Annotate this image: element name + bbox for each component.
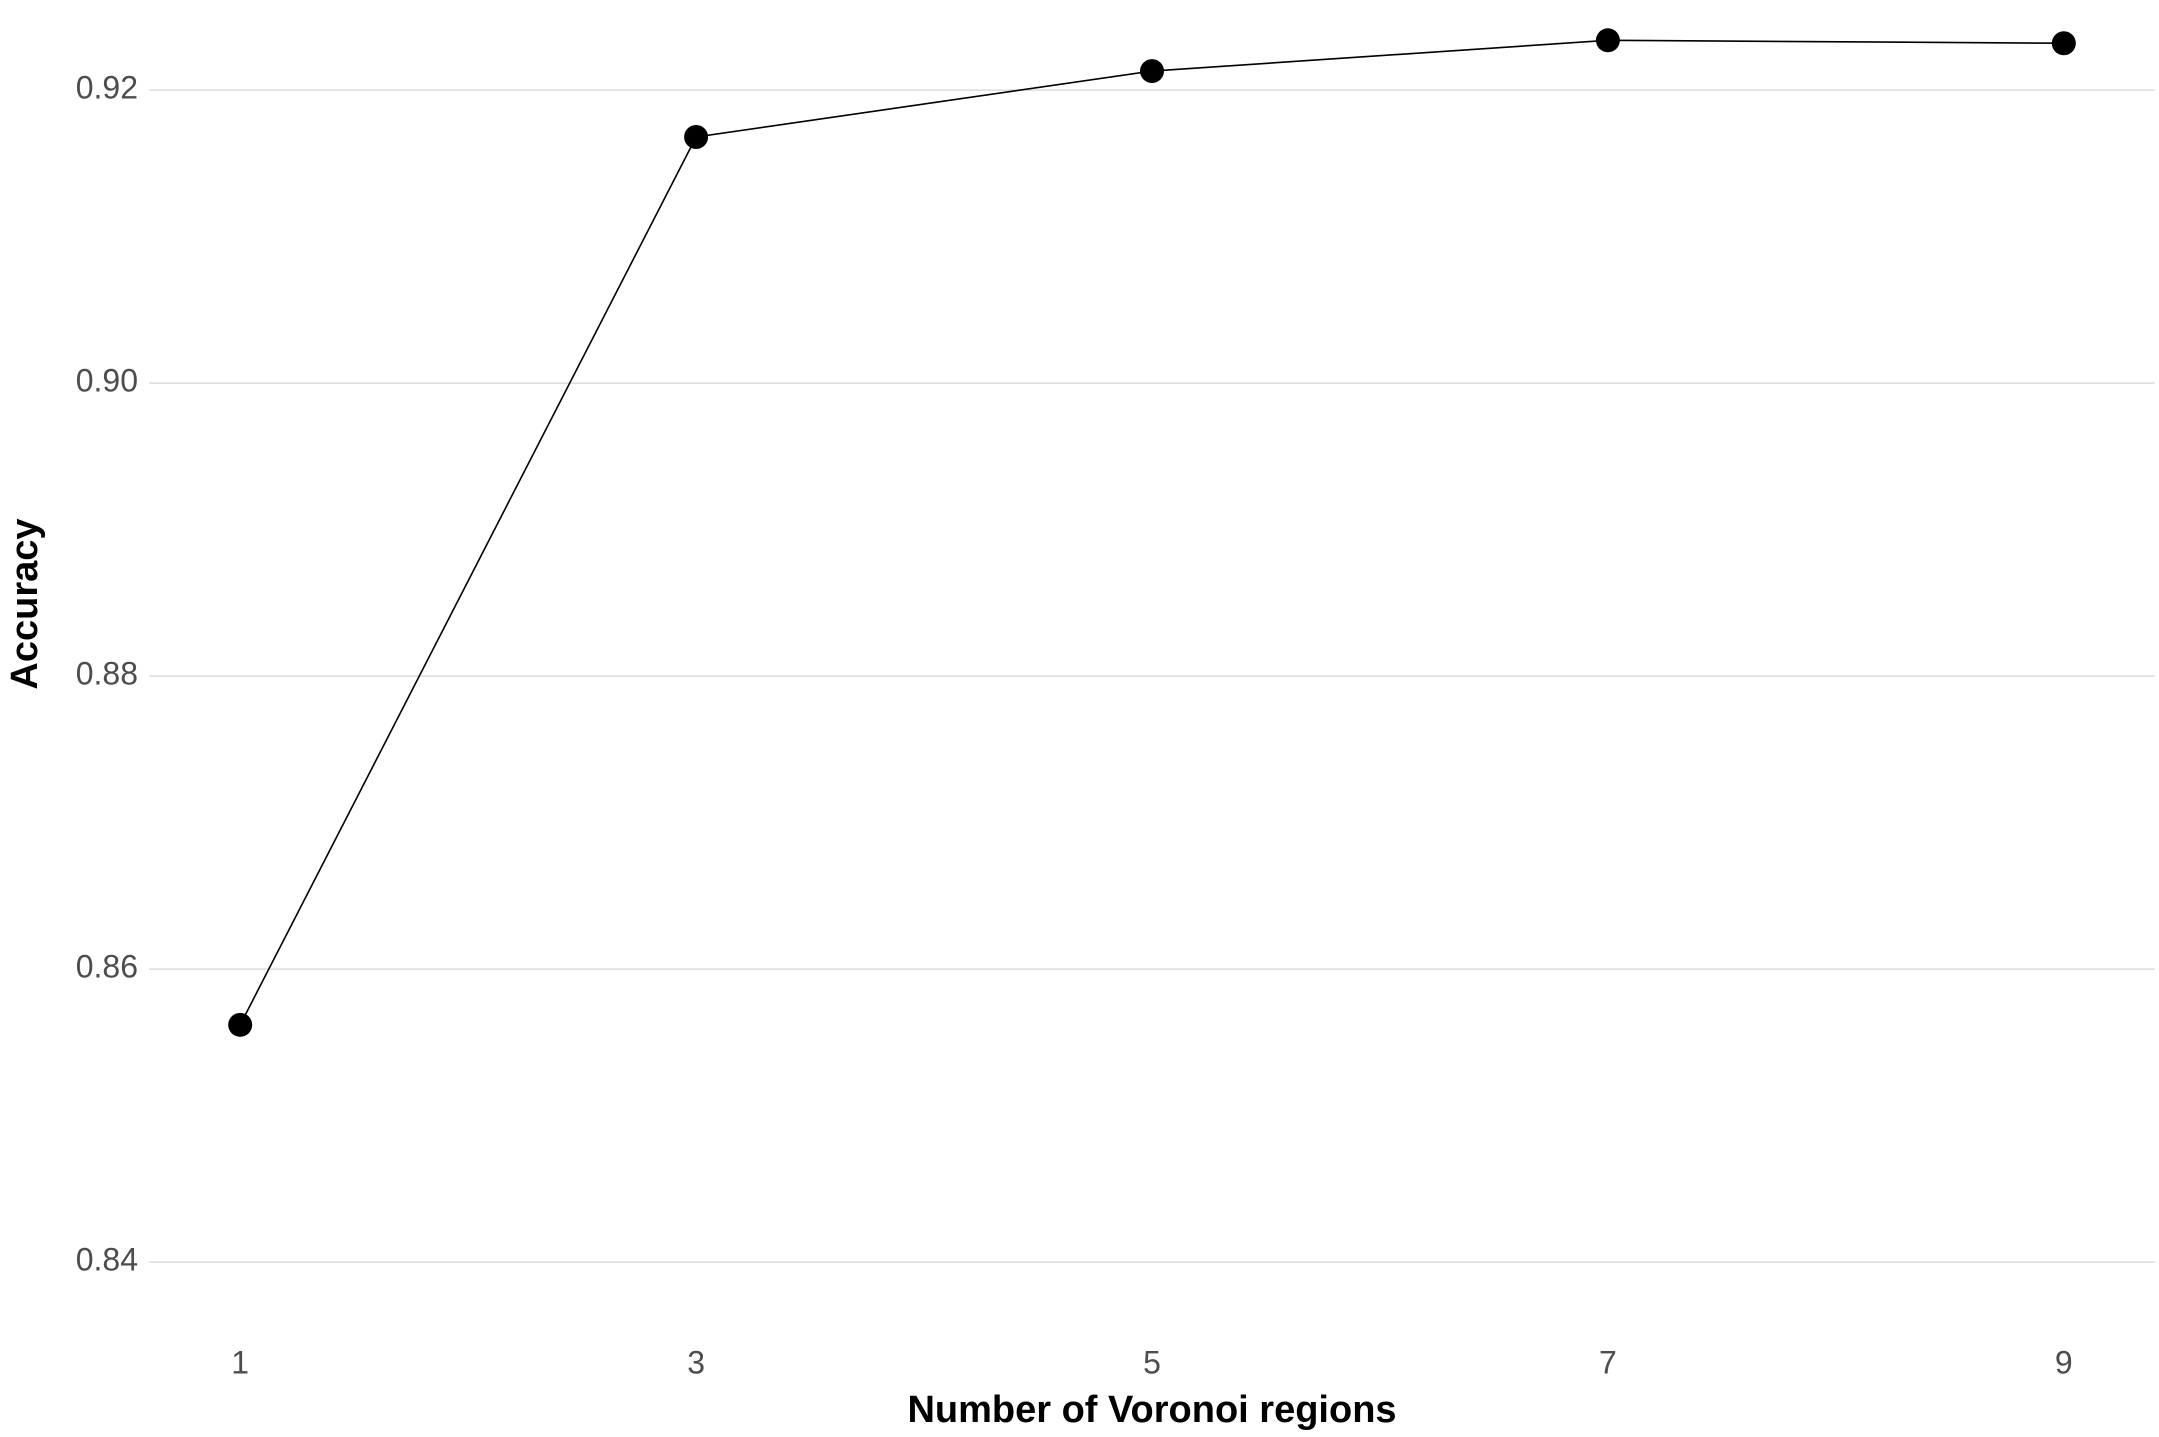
x-tick-label: 1 <box>231 1344 249 1380</box>
y-tick-label: 0.88 <box>76 656 138 692</box>
x-tick-label: 3 <box>687 1344 705 1380</box>
y-tick-label: 0.84 <box>76 1242 138 1278</box>
data-point <box>684 124 709 149</box>
data-point <box>1140 59 1164 84</box>
y-tick-label: 0.92 <box>76 70 138 106</box>
y-tick-label: 0.86 <box>76 949 138 985</box>
data-point <box>228 1012 253 1037</box>
x-tick-label: 9 <box>2055 1344 2073 1380</box>
x-axis-title: Number of Voronoi regions <box>907 1389 1396 1431</box>
y-axis-title: Accuracy <box>4 518 46 689</box>
x-tick-label: 5 <box>1143 1344 1161 1380</box>
data-point <box>2051 31 2076 56</box>
x-tick-label: 7 <box>1599 1344 1617 1380</box>
y-tick-label: 0.90 <box>76 363 138 399</box>
data-point <box>1595 28 1620 53</box>
data-line <box>239 39 2064 1026</box>
